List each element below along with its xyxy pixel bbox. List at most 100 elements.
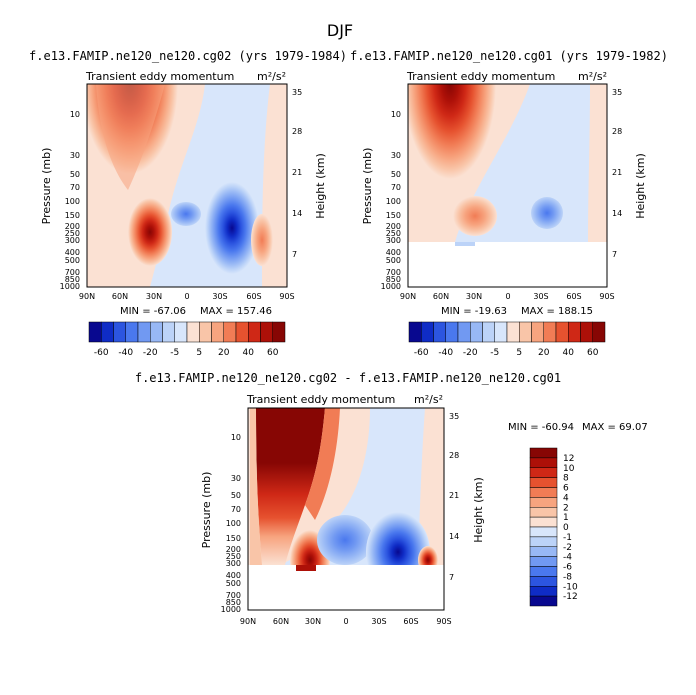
p3-x-tick: 90N [240,617,256,626]
p2-y-tick: 10 [391,110,401,119]
colorbar-swatch [433,321,446,343]
colorbar-swatch [529,556,558,567]
p1-y-tick: 400 [65,248,80,257]
colorbar-swatch [529,507,558,518]
panel-1: f.e13.FAMIP.ne120_ne120.cg02 (yrs 1979-1… [29,49,347,317]
p3-y2-tick: 28 [449,451,459,460]
p1-y-tick: 500 [65,256,80,265]
p2-y-tick: 300 [386,236,401,245]
colorbar-swatch [519,321,532,343]
panel-2-field [408,84,607,287]
panel-1-frame [86,83,288,288]
p2-y2-tick: 35 [612,88,622,97]
colorbar-swatch [470,321,483,343]
p2-y-tick: 850 [386,275,401,284]
panel-3: f.e13.FAMIP.ne120_ne120.cg02 - f.e13.FAM… [135,371,648,626]
panel-3-max: MAX = 69.07 [582,422,648,433]
figure-title: DJF [327,21,353,40]
panel-3-y2-ticks: 35 28 21 14 7 [449,412,459,582]
panel-3-weak-positive-south [418,408,444,565]
colorbar-swatch [482,321,495,343]
colorbar-swatch [529,447,558,459]
colorbar-label: 20 [538,348,550,358]
p3-x-tick: 0 [343,617,348,626]
p1-y2-tick: 28 [292,127,302,136]
colorbar-label: -5 [170,348,179,358]
colorbar-swatch [529,526,558,538]
p2-y-tick: 1000 [381,282,401,291]
panel-2-edge-strip [455,242,475,246]
panel-3-eq-neg [317,515,373,565]
colorbar-swatch [88,321,102,343]
p1-y-tick: 300 [65,236,80,245]
panel-2-y-ticks: 10 30 50 70 100 150 200 250 300 400 500 … [381,110,401,291]
panel-3-y2label: Height (km) [472,477,485,543]
colorbar-label: -40 [438,348,453,358]
colorbar-label: 10 [563,464,575,474]
p3-x-tick: 30N [305,617,321,626]
colorbar-label: 6 [563,484,569,494]
colorbar-swatch [529,586,558,597]
p1-y2-tick: 7 [292,250,297,259]
panel-1-eq-neg [171,202,201,226]
colorbar-swatch [529,497,558,508]
colorbar-swatch [211,321,224,343]
colorbar-swatch [408,321,422,343]
colorbar-swatch [174,321,188,343]
colorbar-label: -10 [563,582,578,592]
p3-y-tick: 100 [226,519,241,528]
panel-3-y-ticks: 10 30 50 70 100 150 200 250 300 400 500 … [221,433,241,614]
panel-3-units: m²/s² [414,393,443,406]
p3-y-tick: 850 [226,598,241,607]
p3-x-tick: 60N [273,617,289,626]
p1-y2-tick: 35 [292,88,302,97]
colorbar-swatch [543,321,557,343]
panel-1-sh-pos [251,214,273,266]
p3-x-tick: 30S [371,617,386,626]
colorbar-label: 8 [563,474,569,484]
colorbar-swatch [529,477,558,488]
panel-3-edge-strip [296,565,316,571]
colorbar-swatch [199,321,212,343]
p1-y-tick: 10 [70,110,80,119]
panel-1-title: f.e13.FAMIP.ne120_ne120.cg02 (yrs 1979-1… [29,49,347,63]
p3-y-tick: 300 [226,559,241,568]
p2-y2-tick: 7 [612,250,617,259]
colorbar-label: 40 [563,348,575,358]
colorbar-swatch [506,321,520,343]
colorbar-swatch [248,321,261,343]
panel-1-y-ticks: 10 30 50 70 100 150 200 250 300 400 500 … [60,110,80,291]
colorbar-label: -1 [563,533,572,543]
panel-2-title: f.e13.FAMIP.ne120_ne120.cg01 (yrs 1979-1… [350,49,668,63]
colorbar-swatch [529,457,558,468]
colorbar-swatch [445,321,459,343]
p1-x-tick: 90S [279,292,294,301]
colorbar-label: -5 [490,348,499,358]
panel-2-ylabel: Pressure (mb) [361,148,374,225]
p2-x-tick: 30S [533,292,548,301]
panel-3-missing-region [248,565,444,610]
colorbar-label: -8 [563,572,572,582]
p3-y2-tick: 7 [449,573,454,582]
panel-3-frame [247,407,445,611]
panel-2-subtitle: Transient eddy momentum [406,70,555,83]
panel-1-sh-neg [205,182,259,274]
panel-3-title: f.e13.FAMIP.ne120_ne120.cg02 - f.e13.FAM… [135,371,561,385]
colorbar-label: -4 [563,553,572,563]
p2-y-tick: 150 [386,211,401,220]
panel-2: f.e13.FAMIP.ne120_ne120.cg01 (yrs 1979-1… [350,49,668,317]
colorbar-label: 60 [587,348,599,358]
p1-x-tick: 60S [246,292,261,301]
panel-3-subtitle: Transient eddy momentum [246,393,395,406]
panel-2-y2label: Height (km) [634,153,647,219]
colorbar-swatch [529,546,558,557]
colorbar-swatch [580,321,593,343]
p2-y2-tick: 14 [612,209,622,218]
colorbar-swatch [235,321,249,343]
colorbar-panel-1: -60 -40 -20 -5 5 20 40 60 [88,321,286,358]
p2-x-tick: 0 [505,292,510,301]
colorbar-label: -6 [563,563,572,573]
panel-3-min: MIN = -60.94 [508,422,574,433]
p3-x-tick: 60S [403,617,418,626]
p3-y-tick: 150 [226,534,241,543]
